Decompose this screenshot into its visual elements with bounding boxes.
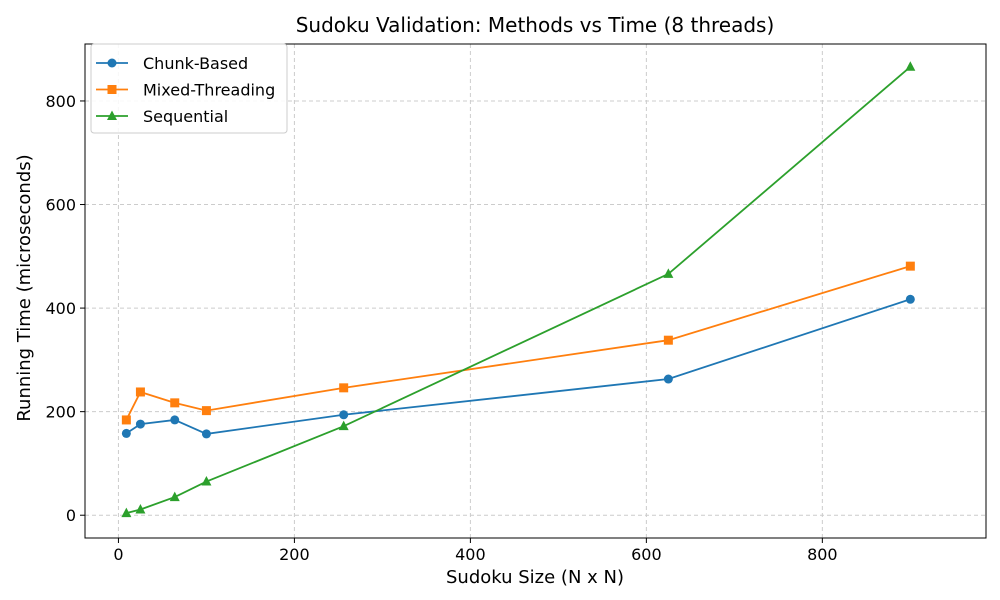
sequential-point bbox=[135, 504, 146, 514]
chunk-based-point bbox=[339, 410, 349, 420]
sequential-point bbox=[169, 491, 180, 502]
sequential-point bbox=[121, 507, 132, 518]
y-tick-label: 200 bbox=[45, 403, 76, 422]
legend-label: Sequential bbox=[143, 107, 228, 126]
chart-title: Sudoku Validation: Methods vs Time (8 th… bbox=[296, 13, 775, 37]
x-axis-label: Sudoku Size (N x N) bbox=[446, 567, 624, 588]
sequential-series bbox=[121, 61, 916, 518]
chunk-based-series bbox=[121, 294, 915, 439]
legend-item-sequential: Sequential bbox=[96, 107, 228, 126]
x-tick-label: 200 bbox=[279, 545, 310, 564]
sequential-point bbox=[338, 420, 349, 431]
mixed-threading-point bbox=[135, 387, 145, 397]
chunk-based-point bbox=[905, 294, 915, 304]
legend-label: Mixed-Threading bbox=[143, 81, 275, 100]
legend-item-chunk-based: Chunk-Based bbox=[96, 54, 248, 73]
sequential-point bbox=[663, 268, 674, 278]
legend-frame bbox=[90, 43, 288, 134]
mixed-threading-point bbox=[905, 261, 915, 271]
mixed-threading-point bbox=[170, 398, 180, 408]
legend-marker-chunk-based bbox=[107, 58, 117, 68]
chunk-based-point bbox=[170, 415, 180, 425]
mixed-threading-point bbox=[201, 406, 211, 416]
legend: Chunk-Based Mixed-Threading Sequential bbox=[90, 43, 288, 134]
x-tick-label: 0 bbox=[113, 545, 123, 564]
mixed-threading-point bbox=[663, 335, 673, 345]
legend-marker-sequential bbox=[107, 110, 117, 120]
plot-frame bbox=[84, 43, 987, 539]
x-tick-label: 600 bbox=[631, 545, 662, 564]
x-tick-label: 800 bbox=[807, 545, 838, 564]
chunk-based-point bbox=[663, 374, 673, 384]
chunk-based-point bbox=[121, 428, 131, 438]
sequential-point bbox=[905, 61, 916, 71]
series-lines bbox=[121, 61, 916, 518]
legend-marker-mixed-threading bbox=[107, 85, 117, 94]
y-tick-label: 600 bbox=[45, 196, 76, 215]
chunk-based-point bbox=[135, 419, 145, 429]
legend-label: Chunk-Based bbox=[143, 54, 248, 73]
mixed-threading-point bbox=[121, 415, 131, 425]
sequential-point bbox=[201, 476, 212, 486]
y-axis-label: Running Time (microseconds) bbox=[14, 154, 35, 421]
mixed-threading-point bbox=[339, 383, 349, 393]
y-tick-label: 0 bbox=[66, 506, 76, 525]
y-tick-label: 400 bbox=[45, 299, 76, 318]
mixed-threading-series bbox=[121, 261, 915, 425]
axis-ticks: 0 200 400 600 800 0 200 400 600 800 bbox=[45, 92, 837, 564]
legend-item-mixed-threading: Mixed-Threading bbox=[96, 81, 275, 100]
y-tick-label: 800 bbox=[45, 92, 76, 111]
chunk-based-point bbox=[201, 429, 211, 439]
x-tick-label: 400 bbox=[455, 545, 486, 564]
